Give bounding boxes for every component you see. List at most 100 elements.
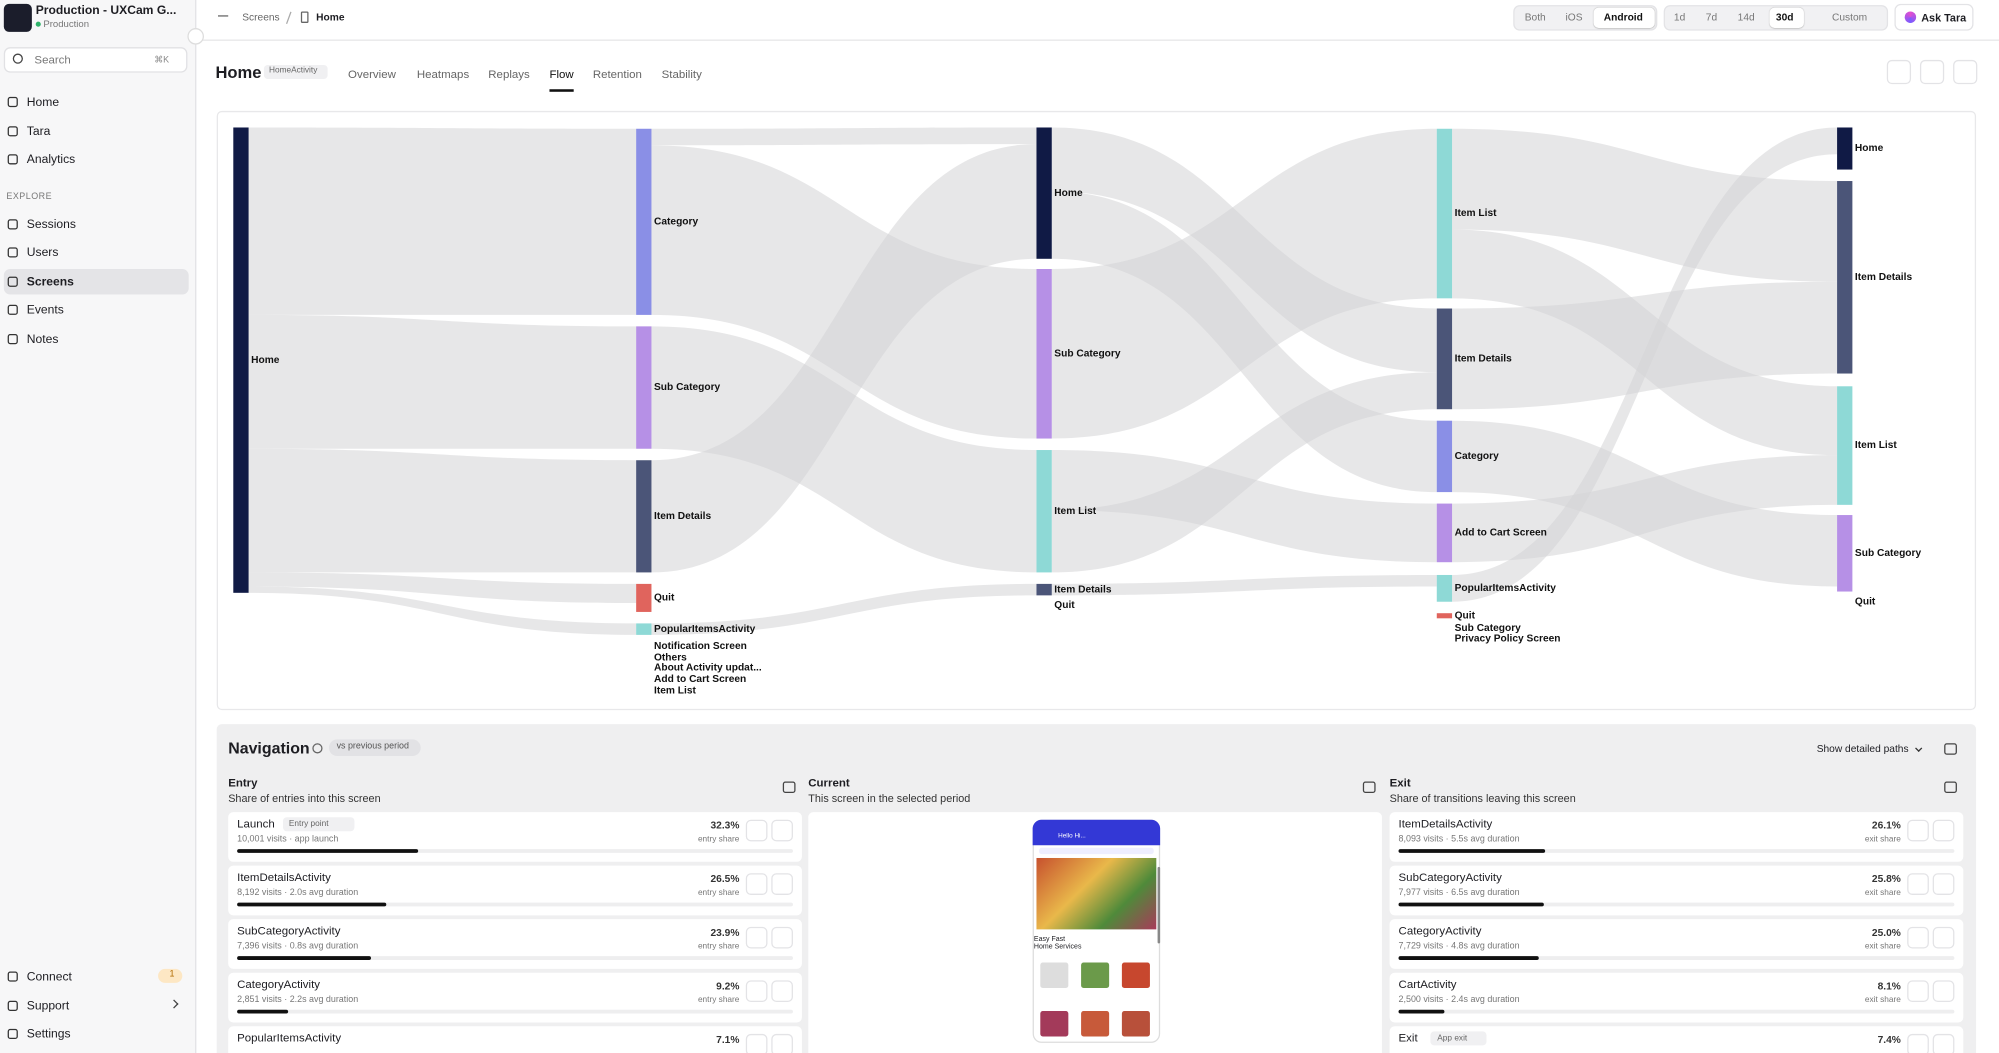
row-bar	[237, 849, 419, 853]
platform-option[interactable]: Both	[1524, 11, 1546, 23]
flow-node-label: Item List	[1855, 440, 1897, 451]
range-option[interactable]: 1d	[1673, 11, 1686, 23]
nav-item[interactable]: Screens	[26, 274, 74, 289]
phone-scrollbar	[1157, 866, 1161, 944]
detail-toggle[interactable]: Show detailed paths	[1816, 743, 1909, 755]
breadcrumb-parent[interactable]: Screens	[242, 11, 280, 23]
row-name[interactable]: ItemDetailsActivity	[1398, 817, 1493, 830]
row-action[interactable]	[1907, 980, 1929, 1003]
comment-icon[interactable]	[1362, 781, 1376, 793]
row-share: 26.1%	[1871, 819, 1901, 832]
row-action[interactable]	[771, 873, 793, 895]
tab[interactable]: Stability	[661, 67, 702, 81]
row-detail: 7,396 visits · 0.8s avg duration	[237, 942, 359, 952]
row-bar-track	[237, 902, 793, 907]
explore-heading: EXPLORE	[6, 192, 53, 202]
tab[interactable]: Flow	[549, 67, 574, 81]
row-name[interactable]: SubCategoryActivity	[237, 924, 341, 938]
range-option[interactable]: 7d	[1705, 11, 1718, 23]
row[interactable]	[228, 865, 802, 916]
nav-item[interactable]: Analytics	[26, 152, 76, 168]
nav-icon	[7, 1000, 18, 1011]
row[interactable]	[1389, 919, 1964, 969]
header-action[interactable]	[1919, 59, 1945, 85]
phone-tile	[1040, 962, 1069, 989]
row-name[interactable]: Exit	[1398, 1031, 1418, 1045]
back-arrow-icon[interactable]	[218, 15, 229, 17]
row-action[interactable]	[771, 926, 793, 949]
row-action[interactable]	[1932, 873, 1955, 895]
row-action[interactable]	[1932, 926, 1955, 949]
comment-icon[interactable]	[1944, 743, 1957, 755]
row-action[interactable]	[745, 980, 768, 1003]
search-box[interactable]	[3, 47, 188, 73]
nav-item[interactable]: Sessions	[26, 217, 76, 232]
row[interactable]	[228, 972, 802, 1023]
tab[interactable]: Replays	[488, 67, 530, 81]
comment-icon[interactable]	[782, 781, 796, 793]
nav-item[interactable]: Home	[26, 95, 60, 110]
platform-option[interactable]: Android	[1603, 11, 1643, 23]
ask-label[interactable]: Ask Tara	[1921, 10, 1967, 24]
row-name[interactable]: CategoryActivity	[237, 977, 321, 991]
row[interactable]	[1389, 972, 1964, 1023]
header-action[interactable]	[1953, 59, 1978, 85]
row-name[interactable]: CategoryActivity	[1398, 924, 1482, 938]
row-action[interactable]	[771, 819, 793, 842]
row-badge-text: App exit	[1437, 1033, 1468, 1043]
collapse-button[interactable]	[187, 28, 204, 45]
range-option[interactable]: 30d	[1775, 11, 1794, 23]
row-action[interactable]	[1907, 873, 1929, 895]
row-action[interactable]	[745, 926, 768, 949]
row-share: 32.3%	[710, 819, 740, 832]
platform-selected[interactable]	[1593, 7, 1655, 29]
row-action[interactable]	[771, 1033, 793, 1053]
range-option[interactable]: 14d	[1737, 11, 1755, 23]
range-option[interactable]: Custom	[1831, 11, 1868, 23]
nav-selected[interactable]	[3, 268, 189, 294]
nav-icon	[7, 333, 18, 344]
tab[interactable]: Overview	[348, 67, 396, 81]
nav-item[interactable]: Connect	[26, 970, 72, 985]
flow-node-label: Category	[1455, 451, 1499, 462]
row-action[interactable]	[1907, 926, 1929, 949]
flow-node	[1436, 574, 1453, 602]
header-action[interactable]	[1886, 59, 1912, 85]
nav-item[interactable]: Notes	[26, 332, 59, 347]
nav-item[interactable]: Users	[26, 246, 59, 261]
tab[interactable]: Retention	[592, 67, 642, 81]
row-action[interactable]	[1932, 819, 1955, 842]
row[interactable]	[1389, 865, 1964, 916]
row-action[interactable]	[1907, 1033, 1929, 1053]
flow-link	[1452, 281, 1838, 410]
row-name[interactable]: ItemDetailsActivity	[237, 870, 331, 884]
nav-item[interactable]: Support	[26, 998, 70, 1013]
phone-search	[1039, 847, 1154, 855]
row-action[interactable]	[1932, 980, 1955, 1003]
row-action[interactable]	[745, 1033, 768, 1053]
nav-item[interactable]: Settings	[26, 1027, 71, 1042]
section-title: Exit	[1389, 776, 1411, 790]
row-action[interactable]	[1932, 1033, 1955, 1053]
nav-item[interactable]: Tara	[26, 124, 51, 139]
row-share: 9.2%	[716, 980, 740, 992]
comment-icon[interactable]	[1944, 781, 1957, 793]
row-action[interactable]	[1907, 819, 1929, 842]
flow-link	[651, 144, 1037, 573]
row-name[interactable]: SubCategoryActivity	[1398, 870, 1502, 884]
row-action[interactable]	[745, 873, 768, 895]
row[interactable]	[1389, 812, 1964, 862]
row-action[interactable]	[771, 980, 793, 1003]
row-name[interactable]: CartActivity	[1398, 977, 1457, 991]
row[interactable]	[228, 1026, 802, 1053]
row-share: 26.5%	[710, 873, 740, 885]
row[interactable]	[228, 919, 802, 969]
row-action[interactable]	[745, 819, 768, 842]
row-name[interactable]: PopularItemsActivity	[237, 1031, 342, 1045]
nav-item[interactable]: Events	[26, 303, 64, 318]
tab[interactable]: Heatmaps	[416, 67, 470, 81]
platform-option[interactable]: iOS	[1565, 11, 1583, 23]
row-name[interactable]: Launch	[237, 817, 275, 830]
flow-link	[1051, 574, 1437, 596]
range-selected[interactable]	[1769, 7, 1804, 29]
